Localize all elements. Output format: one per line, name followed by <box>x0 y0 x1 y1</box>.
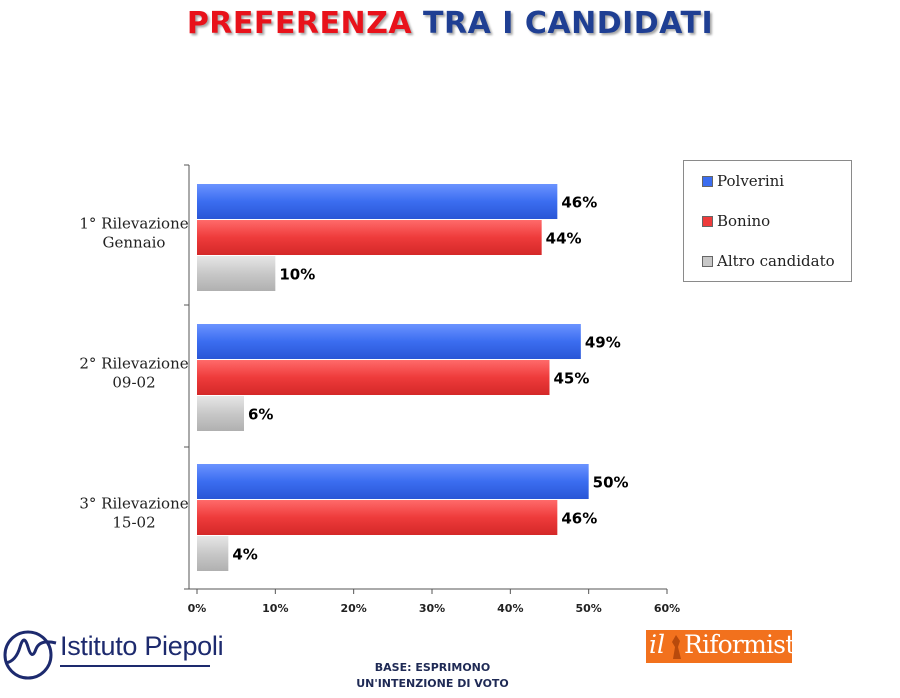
piepoli-underline <box>60 665 210 667</box>
riformista-name: Riformista <box>684 630 792 659</box>
riformista-figure-icon <box>672 635 681 659</box>
bar-altro-candidato-2 <box>197 396 244 431</box>
category-label: 2° Rilevazione <box>79 355 188 373</box>
category-label: 3° Rilevazione <box>79 495 188 513</box>
x-tick-label: 20% <box>340 602 366 615</box>
riformista-il: il <box>649 630 665 659</box>
data-label: 4% <box>232 546 257 564</box>
x-tick-label: 0% <box>188 602 207 615</box>
legend: Polverini Bonino Altro candidato <box>683 160 852 282</box>
data-label: 50% <box>593 474 629 492</box>
data-label: 10% <box>279 266 315 284</box>
data-label: 6% <box>248 406 273 424</box>
legend-label: Polverini <box>717 172 785 190</box>
category-label: 09-02 <box>112 374 155 392</box>
x-tick-label: 40% <box>497 602 523 615</box>
bar-bonino-1 <box>197 220 542 255</box>
legend-item-polverini: Polverini <box>702 171 784 191</box>
istituto-piepoli-logo: Istituto Piepoli <box>2 625 224 685</box>
il-riformista-logo: il Riformista <box>646 630 792 663</box>
legend-swatch-red <box>702 215 713 227</box>
x-tick-label: 60% <box>654 602 680 615</box>
legend-item-altro: Altro candidato <box>702 251 835 271</box>
bar-polverini-2 <box>197 324 581 359</box>
data-label: 46% <box>561 194 597 212</box>
x-tick-label: 50% <box>575 602 601 615</box>
base-note: BASE: ESPRIMONO UN'INTENZIONE DI VOTO <box>300 660 565 692</box>
x-tick-label: 30% <box>419 602 445 615</box>
title-part-blue: TRA I CANDIDATI <box>423 6 714 41</box>
data-label: 45% <box>554 370 590 388</box>
bar-polverini-1 <box>197 184 558 219</box>
legend-swatch-gray <box>702 255 713 267</box>
category-label: 1° Rilevazione <box>79 215 188 233</box>
bar-altro-candidato-3 <box>197 536 229 571</box>
data-label: 49% <box>585 334 621 352</box>
piepoli-emblem-icon <box>3 630 57 680</box>
legend-label: Altro candidato <box>717 252 835 270</box>
data-label: 44% <box>546 230 582 248</box>
piepoli-name: Istituto Piepoli <box>60 631 224 661</box>
chart-title: PREFERENZA TRA I CANDIDATI <box>0 6 900 41</box>
category-label: 15-02 <box>112 514 155 532</box>
bar-polverini-3 <box>197 464 589 499</box>
data-label: 46% <box>561 510 597 528</box>
legend-label: Bonino <box>717 212 771 230</box>
base-note-line1: BASE: ESPRIMONO <box>374 661 491 674</box>
bar-bonino-2 <box>197 360 550 395</box>
category-label: Gennaio <box>103 234 166 252</box>
title-part-red: PREFERENZA <box>186 6 413 41</box>
legend-item-bonino: Bonino <box>702 211 770 231</box>
bar-altro-candidato-1 <box>197 256 276 291</box>
base-note-line2: UN'INTENZIONE DI VOTO <box>356 677 509 690</box>
x-tick-label: 10% <box>262 602 288 615</box>
bar-bonino-3 <box>197 500 558 535</box>
legend-swatch-blue <box>702 175 713 187</box>
